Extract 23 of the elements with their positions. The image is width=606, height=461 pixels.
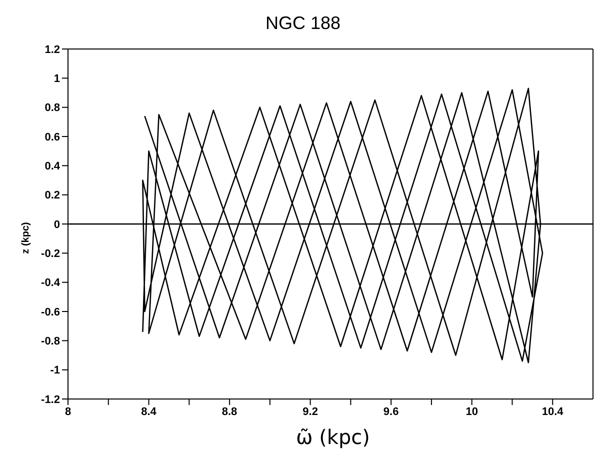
- y-tick-label: 1.2: [44, 44, 60, 56]
- y-axis-title: z (kpc): [20, 222, 32, 254]
- y-tick-label: 0.8: [44, 102, 60, 114]
- y-tick-label: -1.2: [41, 394, 60, 406]
- x-axis-title: ω̃ (kpc): [295, 424, 371, 451]
- y-tick-label: 1: [54, 73, 60, 86]
- x-tick-label: 9.2: [302, 406, 318, 418]
- x-tick-label: 9.6: [383, 406, 399, 418]
- x-tick-label: 10.4: [542, 406, 564, 418]
- x-tick-label: 8.4: [141, 406, 158, 418]
- y-tick-label: 0: [54, 218, 60, 231]
- x-tick-label: 8.8: [222, 406, 238, 418]
- x-tick-label: 10: [466, 406, 478, 418]
- y-tick-label: 0.6: [44, 131, 60, 144]
- chart-title: NGC 188: [264, 12, 342, 35]
- y-tick-label: -0.8: [41, 336, 60, 348]
- y-tick-label: -1: [50, 364, 60, 377]
- y-tick-label: -0.6: [41, 306, 60, 318]
- y-tick-label: -0.4: [41, 277, 61, 290]
- y-tick-label: 0.2: [44, 190, 60, 202]
- y-tick-label: -0.2: [41, 248, 60, 260]
- x-tick-label: 8: [64, 406, 72, 418]
- y-tick-label: 0.4: [44, 160, 61, 173]
